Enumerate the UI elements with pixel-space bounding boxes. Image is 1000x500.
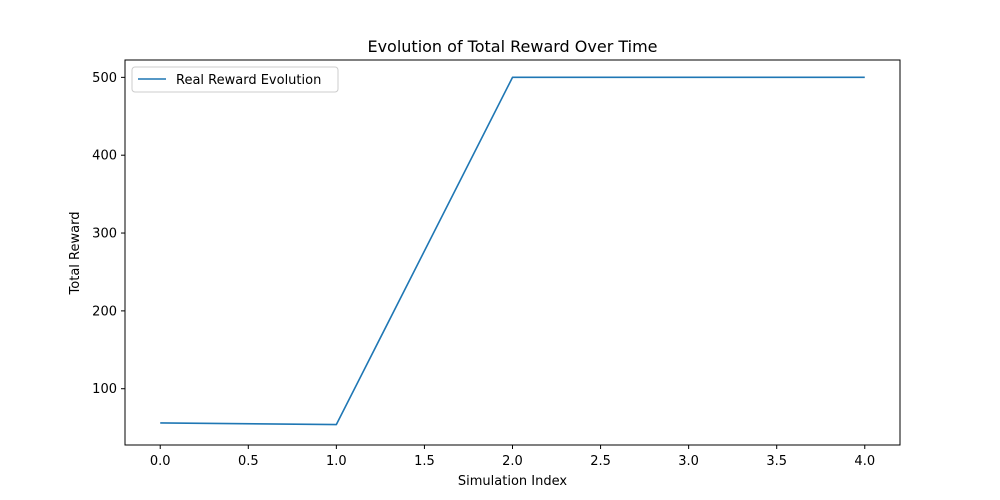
x-tick-label: 3.5 xyxy=(766,454,787,469)
y-tick-label: 300 xyxy=(92,227,117,242)
chart-title: Evolution of Total Reward Over Time xyxy=(367,37,657,56)
x-tick-label: 0.0 xyxy=(150,454,171,469)
series-line xyxy=(160,76,865,426)
y-tick-label: 500 xyxy=(92,71,117,86)
series-layer xyxy=(160,76,865,426)
plot-area xyxy=(124,59,901,446)
plot-frame xyxy=(124,59,901,446)
x-tick-label: 0.5 xyxy=(238,454,259,469)
legend-box xyxy=(131,66,339,93)
x-tick-label: 1.0 xyxy=(326,454,347,469)
x-tick-label: 4.0 xyxy=(854,454,875,469)
x-axis-label: Simulation Index xyxy=(458,474,567,489)
x-tick-label: 3.0 xyxy=(678,454,699,469)
x-tick-label: 2.5 xyxy=(590,454,611,469)
y-tick-label: 200 xyxy=(92,304,117,319)
legend: Real Reward Evolution xyxy=(131,66,339,93)
y-tick-label: 400 xyxy=(92,149,117,164)
y-axis: 100 200 300 400 500 xyxy=(92,71,125,397)
x-tick-label: 1.5 xyxy=(414,454,435,469)
x-axis: 0.0 0.5 1.0 1.5 2.0 2.5 3.0 3.5 4.0 xyxy=(150,445,875,469)
legend-label: Real Reward Evolution xyxy=(176,73,321,88)
y-axis-label: Total Reward xyxy=(68,212,83,296)
x-tick-label: 2.0 xyxy=(502,454,523,469)
y-tick-label: 100 xyxy=(92,382,117,397)
